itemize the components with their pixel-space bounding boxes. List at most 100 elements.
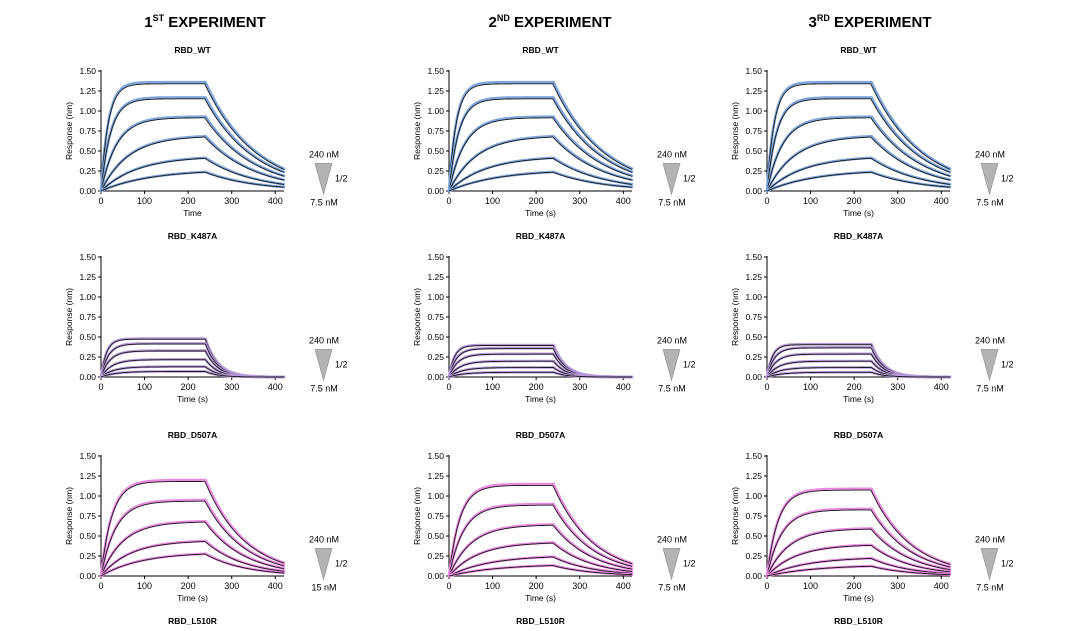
x-axis-label: Time (s) [843, 208, 874, 218]
x-axis-label: Time (s) [843, 394, 874, 404]
series-trace [447, 115, 634, 193]
y-tick-label: 0.25 [79, 352, 96, 362]
x-tick-label: 100 [137, 196, 152, 206]
legend-dilution-ratio: 1/2 [683, 558, 696, 568]
legend-dilution-ratio: 1/2 [683, 173, 696, 183]
fit-line [766, 117, 951, 192]
concentration-gradient-triangle [662, 349, 681, 382]
concentration-gradient-triangle [314, 548, 333, 581]
x-tick-label: 300 [890, 581, 905, 591]
y-axis-label: Response (nm) [730, 102, 740, 160]
fit-line [766, 489, 951, 577]
y-tick-label: 0.50 [745, 531, 762, 541]
x-axis-label: Time (s) [525, 208, 556, 218]
x-tick-label: 0 [446, 196, 451, 206]
legend-dilution-ratio: 1/2 [683, 359, 696, 369]
x-axis-label: Time (s) [177, 593, 208, 603]
panel-title: RBD_WT [174, 45, 211, 55]
legend-dilution-ratio: 1/2 [1001, 359, 1014, 369]
concentration-gradient-triangle [980, 548, 999, 581]
y-tick-label: 0.50 [427, 332, 444, 342]
x-tick-label: 200 [181, 382, 196, 392]
y-tick-label: 0.00 [745, 186, 762, 196]
series-trace [447, 80, 634, 193]
x-tick-label: 200 [529, 581, 544, 591]
y-tick-label: 1.00 [427, 106, 444, 116]
y-tick-label: 0.25 [427, 166, 444, 176]
x-tick-label: 400 [934, 581, 949, 591]
series-trace [447, 96, 634, 193]
y-tick-label: 0.50 [79, 146, 96, 156]
x-tick-label: 300 [224, 196, 239, 206]
x-tick-label: 400 [616, 581, 631, 591]
legend-low-conc: 15 nM [311, 582, 336, 592]
chart-exp2-d507a: RBD_D507A 0.00 0.25 0.50 0.75 1.00 1.25 1.50 0 10… [412, 430, 696, 603]
y-tick-label: 1.25 [79, 272, 96, 282]
fit-line [100, 541, 285, 577]
y-tick-label: 0.75 [79, 511, 96, 521]
x-tick-label: 300 [224, 382, 239, 392]
y-tick-label: 0.00 [745, 571, 762, 581]
series-trace [99, 115, 286, 193]
x-tick-label: 400 [616, 196, 631, 206]
legend-low-conc: 7.5 nM [976, 582, 1004, 592]
x-axis-label: Time [183, 208, 202, 218]
concentration-gradient-triangle [314, 349, 333, 382]
y-tick-label: 1.00 [427, 491, 444, 501]
y-tick-label: 1.00 [745, 106, 762, 116]
y-tick-label: 1.25 [745, 272, 762, 282]
fit-line [448, 542, 633, 577]
y-tick-label: 0.50 [79, 332, 96, 342]
y-tick-label: 0.25 [427, 352, 444, 362]
y-axis-label: Response (nm) [64, 487, 74, 545]
fit-line [766, 558, 950, 577]
x-tick-label: 200 [529, 196, 544, 206]
x-tick-label: 0 [446, 382, 451, 392]
x-tick-label: 400 [268, 196, 283, 206]
y-tick-label: 0.25 [79, 166, 96, 176]
bottom-label-1: RBD_L510R [168, 616, 217, 626]
x-tick-label: 100 [485, 382, 500, 392]
fit-line [448, 83, 633, 192]
y-tick-label: 1.50 [745, 66, 762, 76]
fit-line [100, 98, 285, 192]
y-tick-label: 1.00 [79, 491, 96, 501]
experiment-header-2: 2ND EXPERIMENT [488, 13, 611, 31]
legend-low-conc: 7.5 nM [658, 383, 686, 393]
panel-title: RBD_D507A [168, 430, 218, 440]
y-tick-label: 1.25 [745, 86, 762, 96]
y-tick-label: 0.50 [427, 531, 444, 541]
series-trace [765, 507, 952, 578]
y-tick-label: 0.25 [745, 551, 762, 561]
series-trace [765, 487, 952, 578]
x-tick-label: 0 [764, 382, 769, 392]
legend-high-conc: 240 nM [975, 149, 1005, 159]
fit-line [100, 371, 284, 378]
fit-line [766, 544, 951, 577]
fit-line [448, 524, 633, 577]
x-tick-label: 100 [803, 196, 818, 206]
x-axis-label: Time (s) [843, 593, 874, 603]
x-tick-label: 100 [485, 196, 500, 206]
legend-dilution-ratio: 1/2 [335, 173, 348, 183]
y-tick-label: 0.75 [427, 126, 444, 136]
x-tick-label: 400 [934, 196, 949, 206]
series-trace [99, 478, 286, 578]
y-tick-label: 1.00 [427, 292, 444, 302]
fit-line [448, 556, 632, 577]
x-tick-label: 200 [181, 581, 196, 591]
legend-high-conc: 240 nM [657, 149, 687, 159]
fit-line [100, 480, 285, 577]
x-tick-label: 400 [934, 382, 949, 392]
fit-line [766, 371, 950, 378]
fit-line [100, 553, 285, 577]
concentration-gradient-triangle [980, 349, 999, 382]
x-tick-label: 300 [572, 196, 587, 206]
y-tick-label: 1.50 [79, 252, 96, 262]
fit-line [100, 117, 285, 192]
fit-line [100, 83, 285, 192]
experiment-header-3: 3RD EXPERIMENT [808, 13, 931, 31]
concentration-gradient-triangle [662, 163, 681, 196]
x-tick-label: 100 [803, 581, 818, 591]
y-axis-label: Response (nm) [64, 102, 74, 160]
